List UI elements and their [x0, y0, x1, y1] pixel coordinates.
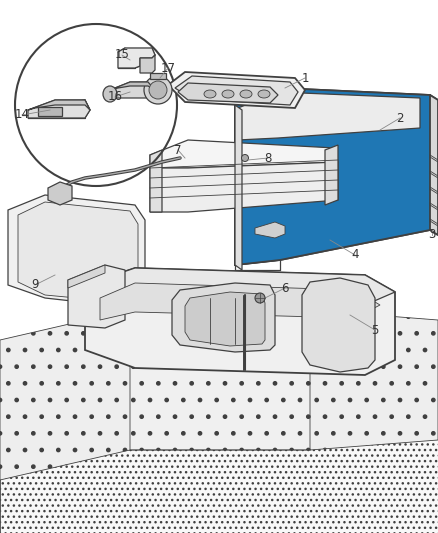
- Ellipse shape: [103, 86, 117, 102]
- Polygon shape: [68, 265, 105, 288]
- Polygon shape: [85, 268, 395, 312]
- Polygon shape: [28, 100, 90, 118]
- Polygon shape: [8, 195, 145, 308]
- Polygon shape: [48, 182, 72, 205]
- Polygon shape: [110, 82, 155, 90]
- Ellipse shape: [240, 90, 252, 98]
- Polygon shape: [168, 72, 305, 108]
- Ellipse shape: [222, 90, 234, 98]
- Polygon shape: [85, 268, 395, 375]
- Polygon shape: [302, 278, 375, 372]
- Text: 17: 17: [160, 61, 176, 75]
- Text: 4: 4: [351, 248, 359, 262]
- Text: 7: 7: [174, 143, 182, 157]
- Polygon shape: [310, 310, 438, 450]
- Polygon shape: [0, 370, 438, 533]
- Polygon shape: [175, 76, 298, 105]
- Text: 5: 5: [371, 324, 379, 336]
- Polygon shape: [235, 88, 438, 265]
- Text: 16: 16: [107, 91, 123, 103]
- Polygon shape: [235, 88, 430, 145]
- Text: 15: 15: [115, 49, 130, 61]
- Polygon shape: [38, 107, 62, 116]
- Text: 2: 2: [396, 111, 404, 125]
- Text: 3: 3: [428, 229, 436, 241]
- Polygon shape: [185, 292, 265, 346]
- Polygon shape: [140, 55, 155, 73]
- Ellipse shape: [149, 81, 167, 99]
- Polygon shape: [430, 95, 438, 235]
- Polygon shape: [150, 150, 162, 212]
- Text: 6: 6: [281, 281, 289, 295]
- Text: 14: 14: [14, 109, 29, 122]
- Polygon shape: [68, 265, 125, 328]
- Ellipse shape: [241, 155, 248, 161]
- Polygon shape: [28, 100, 90, 110]
- Polygon shape: [85, 310, 355, 450]
- Polygon shape: [150, 73, 166, 79]
- Polygon shape: [100, 283, 380, 320]
- Polygon shape: [150, 140, 338, 168]
- Polygon shape: [0, 310, 130, 480]
- Polygon shape: [255, 222, 285, 238]
- Ellipse shape: [258, 90, 270, 98]
- Ellipse shape: [204, 90, 216, 98]
- Polygon shape: [118, 48, 155, 68]
- Polygon shape: [238, 92, 420, 140]
- Polygon shape: [172, 283, 275, 352]
- Polygon shape: [235, 105, 242, 270]
- Polygon shape: [150, 162, 338, 212]
- Polygon shape: [235, 130, 430, 265]
- Polygon shape: [18, 202, 138, 303]
- Text: 1: 1: [301, 71, 309, 85]
- Text: 8: 8: [264, 151, 272, 165]
- Polygon shape: [110, 82, 155, 98]
- Polygon shape: [325, 145, 338, 205]
- Text: 9: 9: [31, 279, 39, 292]
- Polygon shape: [178, 83, 278, 103]
- Ellipse shape: [255, 293, 265, 303]
- Ellipse shape: [144, 76, 172, 104]
